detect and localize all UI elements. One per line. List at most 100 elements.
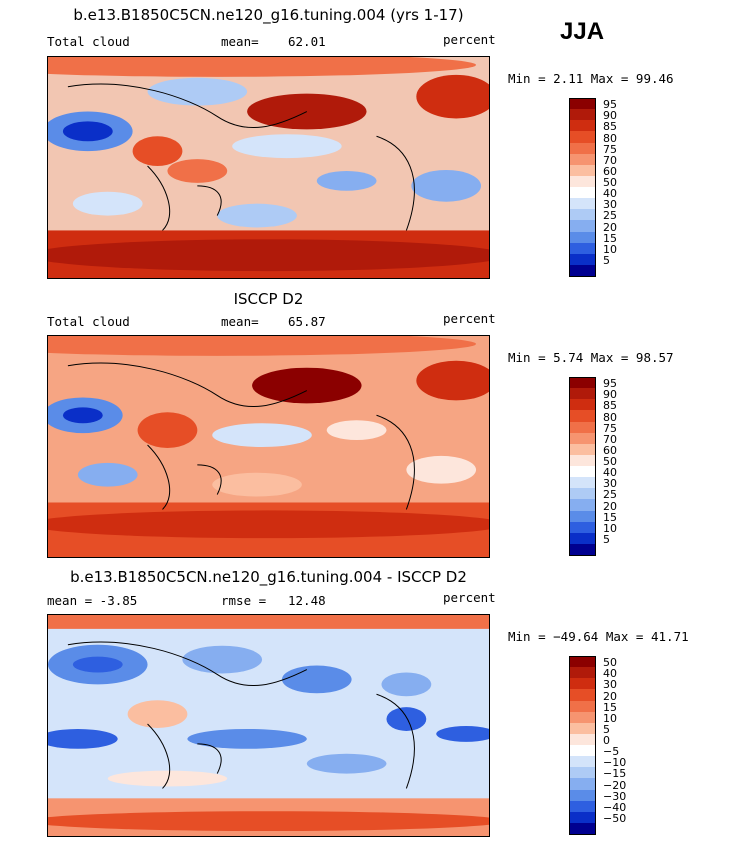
colorbar-swatch: [569, 510, 596, 523]
colorbar-tick-label: 95: [603, 377, 617, 391]
colorbar-swatch: [569, 678, 596, 690]
colorbar-tick-label: 75: [603, 421, 617, 435]
colorbar-swatch: [569, 421, 596, 434]
colorbar-swatch: [569, 432, 596, 445]
panel-2-mean-value: 65.87: [288, 314, 326, 329]
panel-1-units: percent: [443, 32, 496, 47]
colorbar-swatch: [569, 253, 596, 266]
colorbar-swatch: [569, 789, 596, 802]
colorbar-swatch: [569, 164, 596, 177]
panel-1-minmax: Min = 2.11 Max = 99.46: [508, 71, 674, 86]
panel-2-mean-label: mean=: [221, 314, 259, 329]
colorbar-tick-label: 40: [603, 187, 617, 201]
colorbar-swatch: [569, 153, 596, 166]
colorbar-tick-label: 20: [603, 220, 617, 234]
colorbar-swatch: [569, 543, 596, 556]
colorbar-tick-label: −20: [603, 778, 627, 792]
colorbar-tick-label: 25: [603, 488, 617, 502]
colorbar-tick-label: 15: [603, 510, 617, 524]
colorbar-tick-label: 50: [603, 455, 617, 468]
colorbar-swatch: [569, 488, 596, 500]
colorbar-swatch: [569, 264, 596, 277]
colorbar-tick-label: 10: [603, 521, 617, 535]
colorbar-swatch: [569, 499, 596, 511]
colorbar-swatch: [569, 220, 596, 232]
panel-3-mean-label: mean = -3.85: [47, 593, 138, 608]
colorbar-tick-label: 20: [603, 689, 617, 703]
panel-2-minmax: Min = 5.74 Max = 98.57: [508, 350, 674, 365]
colorbar-tick-label: 90: [603, 388, 617, 402]
panel-1-colorbar: 95 90 85 80 75 70 60 50 40 30 25 20 15 10 5: [569, 98, 669, 277]
colorbar-swatch: [569, 767, 596, 779]
colorbar-tick-label: 5: [603, 532, 610, 546]
colorbar-tick-label: 80: [603, 410, 617, 424]
colorbar-swatch: [569, 198, 596, 210]
colorbar-swatch: [569, 388, 596, 400]
colorbar-swatch: [569, 187, 596, 199]
colorbar-swatch: [569, 689, 596, 701]
panel-1-map: [47, 56, 490, 279]
colorbar-tick-label: 0: [603, 734, 610, 747]
colorbar-swatch: [569, 142, 596, 155]
colorbar-swatch: [569, 745, 596, 757]
colorbar-swatch: [569, 667, 596, 679]
colorbar-swatch: [569, 711, 596, 724]
colorbar-tick-label: 95: [603, 98, 617, 112]
colorbar-tick-label: 15: [603, 231, 617, 245]
colorbar-tick-label: 5: [603, 722, 610, 736]
colorbar-swatch: [569, 811, 596, 824]
colorbar-tick-label: 30: [603, 198, 617, 212]
colorbar-swatch: [569, 722, 596, 735]
colorbar-tick-label: 85: [603, 120, 617, 134]
colorbar-swatch: [569, 800, 596, 813]
colorbar-tick-label: 85: [603, 399, 617, 413]
colorbar-swatch: [569, 477, 596, 489]
colorbar-tick-label: 80: [603, 131, 617, 145]
colorbar-swatch: [569, 131, 596, 143]
colorbar-tick-label: 60: [603, 443, 617, 457]
colorbar-swatch: [569, 521, 596, 534]
panel-2-title: ISCCP D2: [233, 290, 304, 308]
panel-3-map: [47, 614, 490, 837]
colorbar-swatch: [569, 778, 596, 790]
colorbar-tick-label: 70: [603, 153, 617, 167]
colorbar-swatch: [569, 756, 596, 768]
colorbar-swatch: [569, 410, 596, 422]
colorbar-tick-label: 10: [603, 242, 617, 256]
colorbar-swatch: [569, 120, 596, 132]
colorbar-tick-label: 10: [603, 711, 617, 725]
season-label: JJA: [560, 18, 605, 45]
colorbar-swatch: [569, 822, 596, 835]
panel-3-minmax: Min = −49.64 Max = 41.71: [508, 629, 689, 644]
colorbar-swatch: [569, 733, 596, 746]
colorbar-swatch: [569, 656, 596, 668]
colorbar-swatch: [569, 98, 596, 110]
colorbar-tick-label: 25: [603, 209, 617, 223]
colorbar-tick-label: 30: [603, 678, 617, 692]
panel-2-map: [47, 335, 490, 558]
panel-2-variable-label: Total cloud: [47, 314, 130, 329]
colorbar-tick-label: 15: [603, 700, 617, 714]
colorbar-tick-label: 60: [603, 164, 617, 178]
colorbar-swatch: [569, 175, 596, 188]
colorbar-swatch: [569, 532, 596, 545]
colorbar-swatch: [569, 466, 596, 478]
colorbar-tick-label: 40: [603, 667, 617, 681]
colorbar-tick-label: 90: [603, 109, 617, 123]
panel-3-units: percent: [443, 590, 496, 605]
colorbar-tick-label: 5: [603, 253, 610, 267]
panel-2-colorbar: 95 90 85 80 75 70 60 50 40 30 25 20 15 10 5: [569, 377, 669, 556]
colorbar-tick-label: −50: [603, 811, 627, 825]
panel-1-title: b.e13.B1850C5CN.ne120_g16.tuning.004 (yr…: [73, 6, 464, 24]
colorbar-tick-label: −30: [603, 789, 627, 803]
colorbar-swatch: [569, 109, 596, 121]
colorbar-swatch: [569, 242, 596, 255]
panel-3-title: b.e13.B1850C5CN.ne120_g16.tuning.004 - I…: [70, 568, 467, 586]
colorbar-swatch: [569, 231, 596, 244]
colorbar-tick-label: 50: [603, 176, 617, 189]
colorbar-tick-label: −10: [603, 756, 627, 770]
colorbar-tick-label: 20: [603, 499, 617, 513]
colorbar-tick-label: −15: [603, 767, 627, 781]
colorbar-swatch: [569, 700, 596, 713]
panel-3-rmse-value: 12.48: [288, 593, 326, 608]
